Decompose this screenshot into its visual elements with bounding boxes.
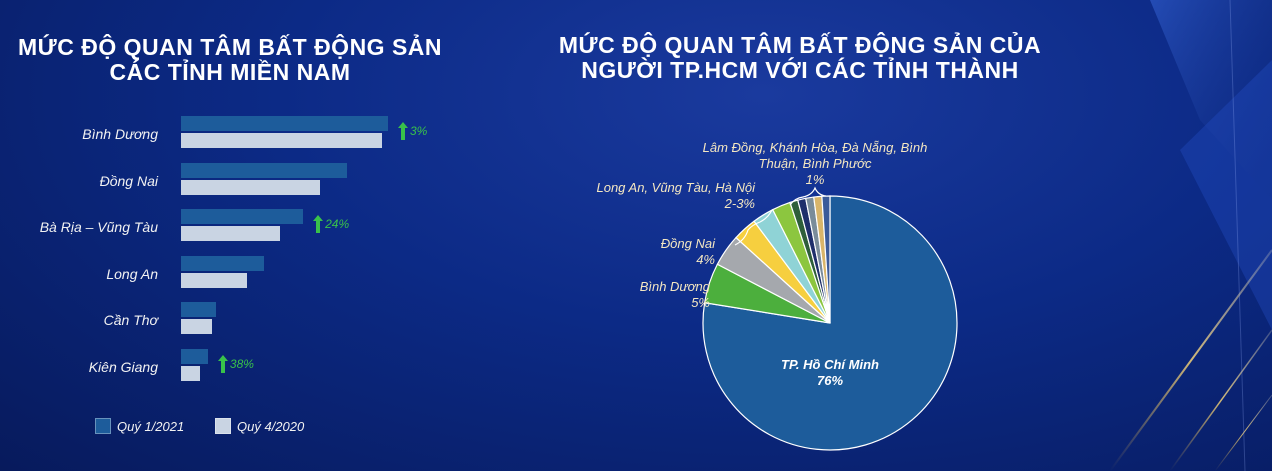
pie-label-dong-nai-text: Đồng Nai 4% (660, 236, 715, 267)
bar-q1-2021 (181, 348, 208, 364)
bar-category-label: Bà Rịa – Vũng Tàu (39, 219, 158, 235)
bar-q4-2020 (181, 272, 248, 288)
bar-category-label: Bình Dương (82, 126, 158, 142)
legend-item-q4: Quý 4/2020 (215, 418, 304, 434)
legend-item-q1: Quý 1/2021 (95, 418, 184, 434)
pie-label-long-an-group-text: Long An, Vũng Tàu, Hà Nội 2-3% (596, 180, 755, 211)
up-arrow-icon (398, 122, 408, 140)
growth-indicator: 38% (217, 354, 254, 373)
pie-label-small-group-text: Lâm Đồng, Khánh Hòa, Đà Nẵng, Bình Thuận… (702, 140, 928, 187)
pie-label-hcm-text: TP. Hồ Chí Minh 76% (781, 357, 879, 388)
pie-label-long-an-group: Long An, Vũng Tàu, Hà Nội 2-3% (555, 180, 755, 212)
left-chart-title: MỨC ĐỘ QUAN TÂM BẤT ĐỘNG SẢN CÁC TỈNH MI… (17, 34, 443, 85)
bar-q4-2020 (181, 365, 200, 381)
pie-slice-tp-h-ch-minh (702, 195, 958, 451)
bar-category-label: Kiên Giang (88, 358, 158, 375)
pie-label-dong-nai: Đồng Nai 4% (620, 236, 715, 268)
bar-category-label: Cần Thơ (103, 312, 158, 328)
bar-q4-2020 (181, 179, 320, 195)
right-chart-title: MỨC ĐỘ QUAN TÂM BẤT ĐỘNG SẢN CỦA NGƯỜI T… (558, 32, 1042, 83)
bar-q4-2020 (181, 226, 281, 241)
bar-q1-2021 (181, 255, 264, 271)
callout-brace-long-an-group (734, 209, 773, 246)
pie-label-binh-duong: Bình Dương 5% (590, 279, 710, 311)
growth-value: 3% (410, 124, 428, 138)
legend-swatch-q1 (95, 418, 111, 434)
callout-brace-small-group (789, 186, 827, 206)
growth-value: 24% (325, 217, 350, 231)
pie-label-binh-duong-text: Bình Dương 5% (639, 279, 710, 310)
growth-value: 38% (229, 356, 254, 371)
up-arrow-icon (313, 215, 324, 233)
legend-label-q1: Quý 1/2021 (117, 418, 185, 434)
bar-q1-2021 (181, 116, 388, 131)
bar-category-label: Long An (106, 265, 158, 282)
bar-q4-2020 (181, 133, 382, 148)
bar-q1-2021 (181, 162, 347, 178)
legend-swatch-q4 (215, 418, 231, 434)
legend-label-q4: Quý 4/2020 (237, 418, 305, 434)
bar-category-label: Đồng Nai (99, 172, 158, 189)
bar-q1-2021 (181, 209, 304, 224)
pie-label-small-group: Lâm Đồng, Khánh Hòa, Đà Nẵng, Bình Thuận… (680, 140, 950, 188)
bar-q1-2021 (181, 302, 217, 317)
growth-indicator: 24% (313, 215, 349, 233)
up-arrow-icon (217, 354, 228, 373)
growth-indicator: 3% (398, 122, 427, 140)
bar-q4-2020 (181, 319, 213, 334)
pie-label-hcm: TP. Hồ Chí Minh 76% (760, 357, 900, 389)
